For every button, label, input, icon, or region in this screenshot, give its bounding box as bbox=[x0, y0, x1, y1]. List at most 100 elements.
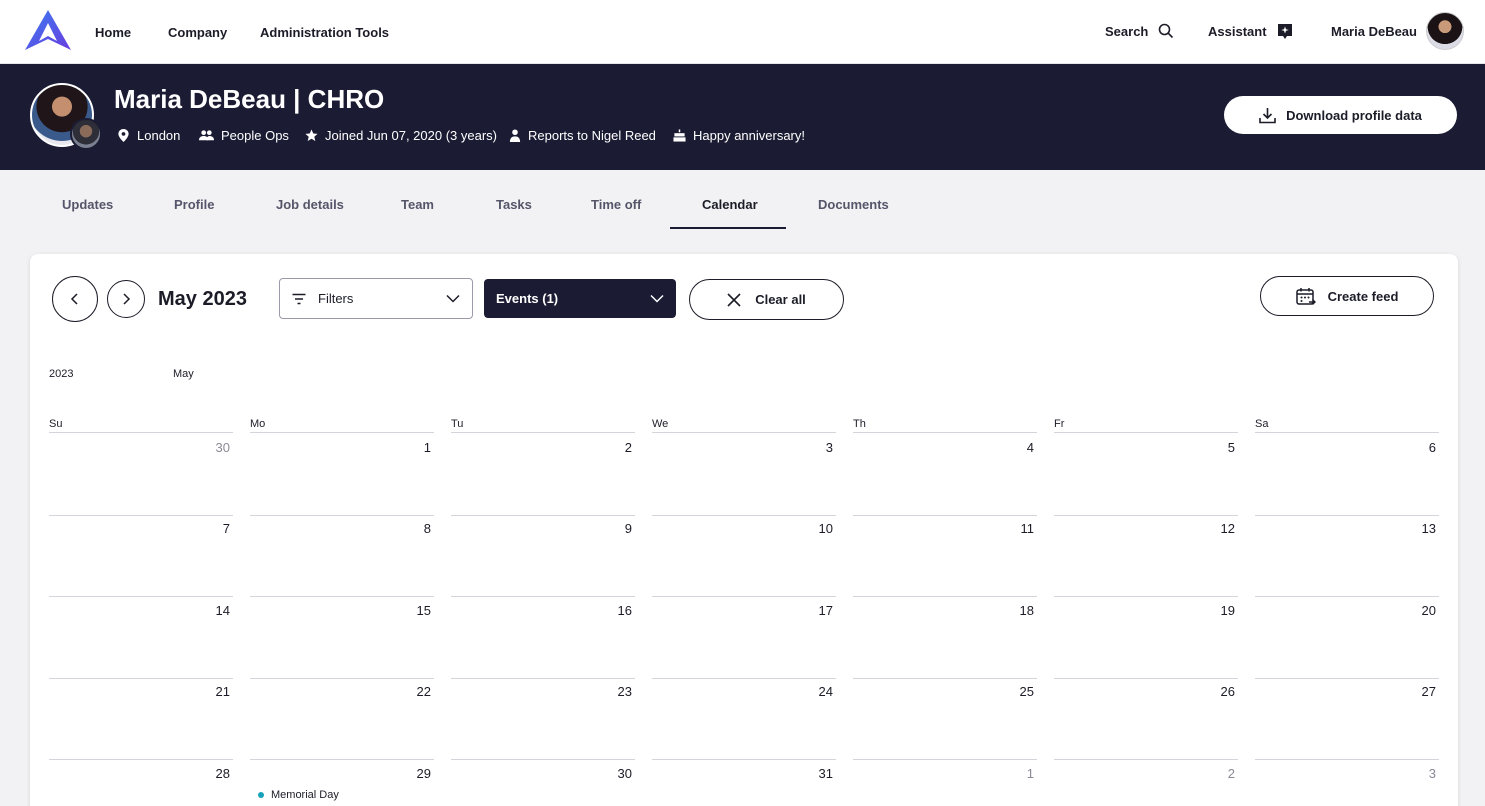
reports-to-text[interactable]: Reports to Nigel Reed bbox=[528, 128, 656, 143]
weekday-header-friday: Fr bbox=[1054, 418, 1238, 433]
day-cell[interactable]: 22 bbox=[250, 679, 434, 760]
filters-dropdown[interactable]: Filters bbox=[279, 278, 473, 319]
meta-reports-to[interactable]: Reports to Nigel Reed bbox=[509, 128, 656, 143]
day-number: 1 bbox=[423, 440, 431, 455]
create-feed-label: Create feed bbox=[1327, 288, 1399, 304]
tab-calendar[interactable]: Calendar bbox=[702, 197, 758, 212]
assistant-button[interactable]: Assistant bbox=[1208, 23, 1293, 40]
chevron-down-icon bbox=[446, 294, 460, 303]
day-number: 1 bbox=[1026, 766, 1034, 781]
profile-header: Maria DeBeau | CHRO London People Ops Jo… bbox=[0, 64, 1485, 170]
events-dropdown[interactable]: Events (1) bbox=[484, 279, 676, 318]
day-cell[interactable]: 31 bbox=[652, 761, 836, 806]
tab-updates[interactable]: Updates bbox=[62, 197, 114, 212]
day-number: 16 bbox=[617, 603, 632, 618]
day-cell[interactable]: 30 bbox=[49, 435, 233, 516]
day-cell[interactable]: 29 Memorial Day bbox=[250, 761, 434, 806]
day-cell[interactable]: 17 bbox=[652, 598, 836, 679]
create-feed-button[interactable]: Create feed bbox=[1260, 276, 1434, 316]
day-cell[interactable]: 10 bbox=[652, 516, 836, 597]
day-number: 6 bbox=[1428, 440, 1436, 455]
day-cell[interactable]: 24 bbox=[652, 679, 836, 760]
clear-all-button[interactable]: Clear all bbox=[689, 279, 844, 320]
day-number: 24 bbox=[818, 684, 833, 699]
chevron-right-icon bbox=[123, 293, 131, 305]
day-cell[interactable]: 18 bbox=[853, 598, 1037, 679]
meta-anniversary: Happy anniversary! bbox=[673, 128, 805, 143]
day-cell[interactable]: 4 bbox=[853, 435, 1037, 516]
assistant-label: Assistant bbox=[1208, 24, 1267, 39]
calendar-event[interactable]: Memorial Day bbox=[258, 789, 339, 801]
weekday-header-saturday: Sa bbox=[1255, 418, 1439, 433]
day-number: 29 bbox=[416, 766, 431, 781]
download-profile-button[interactable]: Download profile data bbox=[1224, 96, 1457, 134]
day-cell[interactable]: 3 bbox=[652, 435, 836, 516]
tab-time-off[interactable]: Time off bbox=[591, 197, 642, 212]
day-cell[interactable]: 5 bbox=[1054, 435, 1238, 516]
day-cell[interactable]: 25 bbox=[853, 679, 1037, 760]
day-cell[interactable]: 23 bbox=[451, 679, 635, 760]
day-cell[interactable]: 9 bbox=[451, 516, 635, 597]
day-cell[interactable]: 6 bbox=[1255, 435, 1439, 516]
user-avatar[interactable] bbox=[1426, 12, 1464, 50]
day-cell[interactable]: 19 bbox=[1054, 598, 1238, 679]
day-cell[interactable]: 20 bbox=[1255, 598, 1439, 679]
meta-joined: Joined Jun 07, 2020 (3 years) bbox=[305, 128, 497, 143]
event-dot bbox=[258, 792, 264, 798]
nav-company[interactable]: Company bbox=[168, 25, 228, 40]
day-cell[interactable]: 3 bbox=[1255, 761, 1439, 806]
filter-icon bbox=[292, 293, 306, 304]
day-cell[interactable]: 16 bbox=[451, 598, 635, 679]
search-button[interactable]: Search bbox=[1105, 23, 1174, 39]
prev-month-button[interactable] bbox=[52, 276, 98, 322]
day-cell[interactable]: 26 bbox=[1054, 679, 1238, 760]
tab-tasks[interactable]: Tasks bbox=[496, 197, 532, 212]
day-number: 15 bbox=[416, 603, 431, 618]
chevron-left-icon bbox=[70, 293, 78, 305]
user-name[interactable]: Maria DeBeau bbox=[1331, 24, 1417, 39]
close-icon bbox=[727, 292, 741, 307]
day-cell[interactable]: 1 bbox=[853, 761, 1037, 806]
day-cell[interactable]: 2 bbox=[1054, 761, 1238, 806]
meta-department: People Ops bbox=[199, 128, 289, 143]
day-cell[interactable]: 27 bbox=[1255, 679, 1439, 760]
day-number: 5 bbox=[1227, 440, 1235, 455]
weekday-header-wednesday: We bbox=[652, 418, 836, 433]
nav-administration-tools[interactable]: Administration Tools bbox=[260, 25, 390, 40]
day-number: 2 bbox=[624, 440, 632, 455]
manager-avatar[interactable] bbox=[70, 118, 102, 150]
day-cell[interactable]: 8 bbox=[250, 516, 434, 597]
day-cell[interactable]: 15 bbox=[250, 598, 434, 679]
tab-documents[interactable]: Documents bbox=[818, 197, 889, 212]
month-label: May bbox=[173, 368, 194, 380]
day-number: 22 bbox=[416, 684, 431, 699]
day-cell[interactable]: 1 bbox=[250, 435, 434, 516]
day-cell[interactable]: 12 bbox=[1054, 516, 1238, 597]
day-cell[interactable]: 7 bbox=[49, 516, 233, 597]
tab-job-details[interactable]: Job details bbox=[276, 197, 344, 212]
day-cell[interactable]: 28 bbox=[49, 761, 233, 806]
day-number: 4 bbox=[1026, 440, 1034, 455]
day-number: 17 bbox=[818, 603, 833, 618]
day-number: 10 bbox=[818, 521, 833, 536]
day-cell[interactable]: 14 bbox=[49, 598, 233, 679]
day-number: 31 bbox=[818, 766, 833, 781]
cake-icon bbox=[673, 129, 686, 142]
star-icon bbox=[305, 129, 318, 141]
day-cell[interactable]: 30 bbox=[451, 761, 635, 806]
tab-profile[interactable]: Profile bbox=[174, 197, 215, 212]
day-number: 3 bbox=[825, 440, 833, 455]
nav-home[interactable]: Home bbox=[95, 25, 132, 40]
day-cell[interactable]: 2 bbox=[451, 435, 635, 516]
tab-team[interactable]: Team bbox=[401, 197, 434, 212]
day-cell[interactable]: 21 bbox=[49, 679, 233, 760]
event-label: Memorial Day bbox=[271, 789, 339, 801]
day-cell[interactable]: 11 bbox=[853, 516, 1037, 597]
day-number: 12 bbox=[1220, 521, 1235, 536]
active-tab-indicator bbox=[670, 227, 786, 229]
profile-avatar bbox=[30, 83, 94, 147]
logo-icon[interactable] bbox=[24, 9, 72, 51]
weekday-header-monday: Mo bbox=[250, 418, 434, 433]
next-month-button[interactable] bbox=[107, 280, 145, 318]
day-cell[interactable]: 13 bbox=[1255, 516, 1439, 597]
